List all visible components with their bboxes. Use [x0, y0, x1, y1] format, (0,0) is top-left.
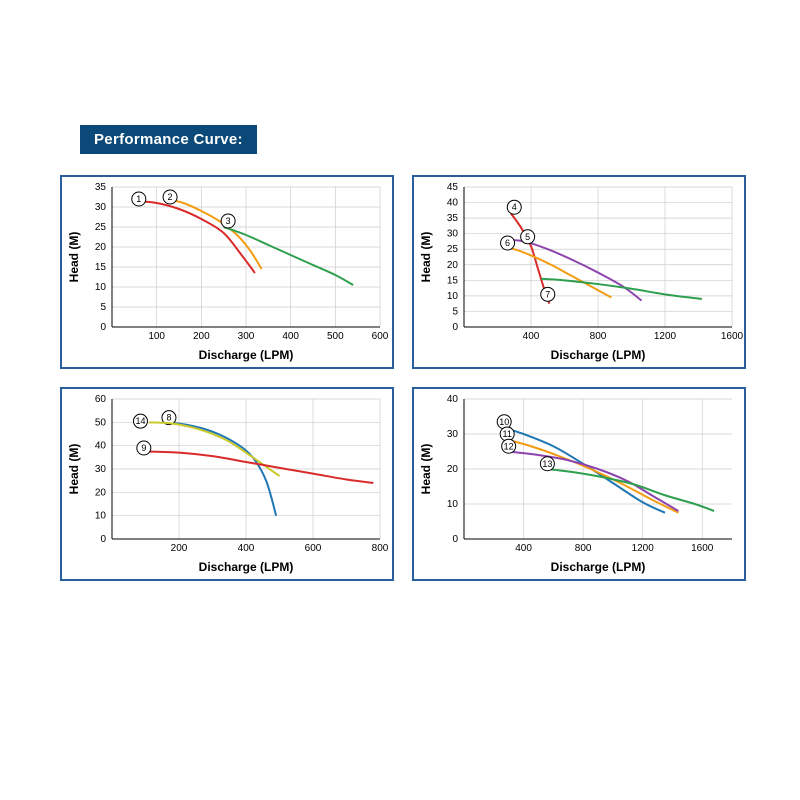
svg-text:400: 400	[515, 543, 532, 554]
svg-text:50: 50	[95, 417, 107, 428]
svg-text:800: 800	[372, 543, 389, 554]
svg-text:0: 0	[100, 534, 106, 545]
svg-text:40: 40	[95, 441, 107, 452]
svg-text:Head (M): Head (M)	[67, 444, 81, 495]
svg-text:800: 800	[590, 331, 607, 342]
svg-text:35: 35	[447, 213, 459, 224]
svg-text:400: 400	[523, 331, 540, 342]
svg-text:Discharge (LPM): Discharge (LPM)	[199, 560, 294, 574]
svg-text:1200: 1200	[654, 331, 677, 342]
chart-panel-1: 40080012001600051015202530354045Discharg…	[412, 175, 746, 369]
marker-label-2: 2	[168, 192, 173, 202]
marker-label-1: 1	[136, 194, 141, 204]
svg-text:45: 45	[447, 182, 459, 193]
svg-text:15: 15	[95, 262, 107, 273]
marker-label-6: 6	[505, 238, 510, 248]
svg-text:200: 200	[193, 331, 210, 342]
svg-text:25: 25	[95, 222, 107, 233]
svg-text:30: 30	[447, 429, 459, 440]
svg-text:25: 25	[447, 244, 459, 255]
svg-text:100: 100	[148, 331, 165, 342]
svg-text:Head (M): Head (M)	[67, 232, 81, 283]
svg-text:1600: 1600	[721, 331, 744, 342]
curve-6	[503, 248, 612, 298]
svg-text:30: 30	[447, 229, 459, 240]
svg-text:500: 500	[327, 331, 344, 342]
svg-text:40: 40	[447, 198, 459, 209]
title-bar: Performance Curve:	[80, 125, 257, 154]
curve-12	[509, 452, 679, 512]
svg-text:10: 10	[447, 291, 459, 302]
chart-panel-2: 200 400 600 800 0 10 20 30 40 50 60 Discharge (LPM)…	[60, 387, 394, 581]
svg-text:Head (M): Head (M)	[419, 444, 433, 495]
svg-text:20: 20	[447, 260, 459, 271]
svg-text:20: 20	[95, 242, 107, 253]
svg-text:400: 400	[238, 543, 255, 554]
marker-label-7: 7	[545, 289, 550, 299]
marker-label-5: 5	[525, 232, 530, 242]
curve-13	[547, 469, 714, 511]
title-text: Performance Curve:	[94, 131, 243, 148]
svg-text:5: 5	[100, 302, 106, 313]
svg-text:20: 20	[95, 487, 107, 498]
marker-label-14: 14	[135, 416, 145, 426]
chart-panel-0: 100 200 300 400 500 600 0 5 10 15 20 25 30 35 Discharg…	[60, 175, 394, 369]
marker-label-4: 4	[512, 202, 517, 212]
marker-label-12: 12	[504, 441, 514, 451]
svg-text:800: 800	[575, 543, 592, 554]
svg-text:10: 10	[447, 499, 459, 510]
svg-text:15: 15	[447, 275, 459, 286]
svg-text:0: 0	[100, 322, 106, 333]
svg-text:Discharge (LPM): Discharge (LPM)	[551, 560, 646, 574]
marker-label-11: 11	[503, 429, 512, 439]
curve-1	[134, 201, 255, 273]
svg-text:300: 300	[238, 331, 255, 342]
svg-text:30: 30	[95, 464, 107, 475]
svg-text:5: 5	[452, 306, 458, 317]
svg-text:0: 0	[452, 534, 458, 545]
svg-text:0: 0	[452, 322, 458, 333]
marker-label-10: 10	[499, 417, 509, 427]
svg-text:1600: 1600	[691, 543, 714, 554]
svg-text:10: 10	[95, 282, 107, 293]
svg-text:35: 35	[95, 182, 107, 193]
svg-text:30: 30	[95, 202, 107, 213]
marker-label-3: 3	[226, 216, 231, 226]
svg-text:Discharge (LPM): Discharge (LPM)	[551, 348, 646, 362]
svg-text:600: 600	[305, 543, 322, 554]
svg-text:1200: 1200	[632, 543, 655, 554]
svg-text:600: 600	[372, 331, 389, 342]
svg-text:10: 10	[95, 511, 107, 522]
marker-label-8: 8	[166, 413, 171, 423]
chart-grid: 10020030040050060005101520253035Discharg…	[60, 175, 740, 581]
svg-text:200: 200	[171, 543, 188, 554]
chart-panel-3: 400 800 1200 1600 0 10 20 30 40 Discharge (LPM) He…	[412, 387, 746, 581]
svg-text:40: 40	[447, 394, 459, 405]
svg-text:Head (M): Head (M)	[419, 232, 433, 283]
svg-text:20: 20	[447, 464, 459, 475]
svg-text:Discharge (LPM): Discharge (LPM)	[199, 348, 294, 362]
marker-label-13: 13	[542, 459, 552, 469]
svg-text:400: 400	[282, 331, 299, 342]
marker-label-9: 9	[141, 443, 146, 453]
svg-text:60: 60	[95, 394, 107, 405]
